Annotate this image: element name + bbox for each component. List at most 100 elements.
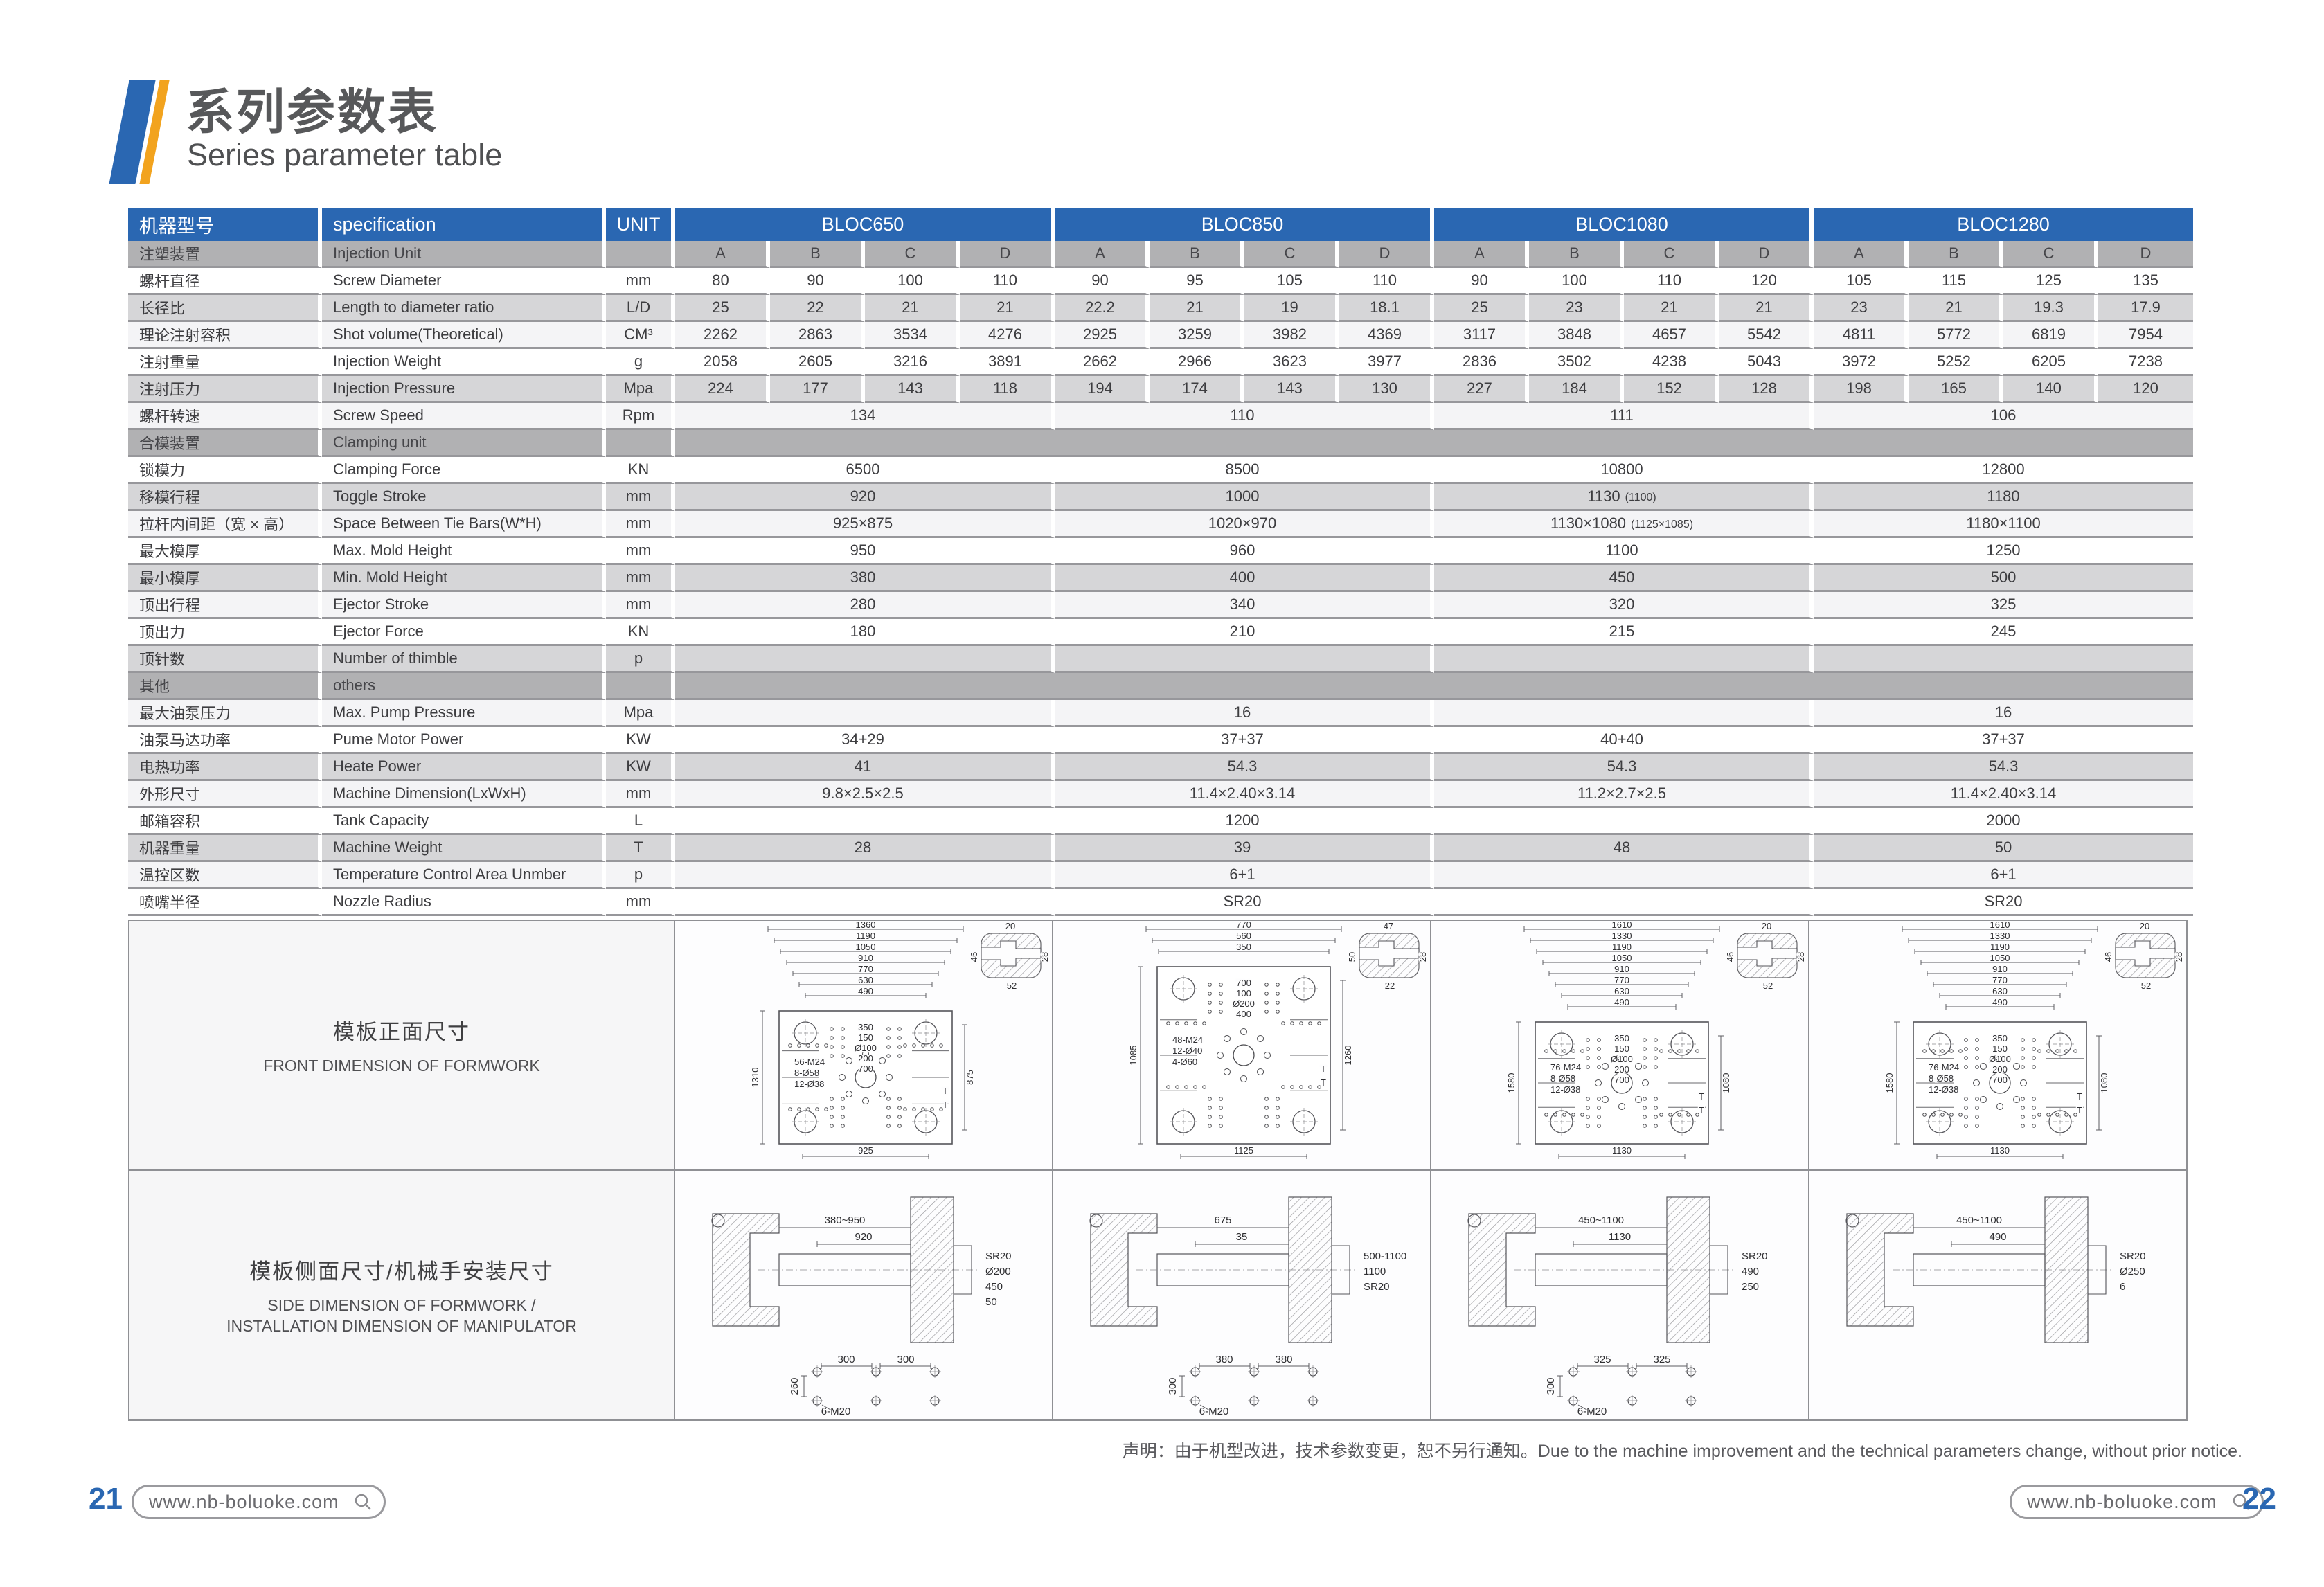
svg-text:1330: 1330 (1612, 931, 1632, 941)
value-cell: 4811 (1814, 322, 1909, 349)
row-unit: mm (606, 538, 675, 565)
svg-text:8-Ø58: 8-Ø58 (1550, 1073, 1575, 1084)
merged-value-cell: 400 (1055, 565, 1434, 592)
row-label-zh: 最大模厚 (128, 538, 322, 565)
row-label-zh: 理论注射容积 (128, 322, 322, 349)
svg-text:SR20: SR20 (2120, 1250, 2146, 1262)
svg-text:6-M20: 6-M20 (1199, 1406, 1229, 1417)
row-unit (606, 673, 675, 700)
svg-text:910: 910 (1992, 964, 2008, 974)
subcol-header: D (1719, 241, 1814, 268)
value-cell: 90 (770, 268, 865, 295)
svg-text:350: 350 (1236, 942, 1251, 952)
merged-value-cell: 134 (675, 403, 1055, 430)
merged-value-cell: 111 (1434, 403, 1814, 430)
merged-value-cell: 325 (1814, 592, 2193, 619)
svg-text:200: 200 (1992, 1064, 2008, 1075)
header-model-BLOC1080: BLOC1080 (1434, 208, 1814, 241)
value-cell: 3623 (1244, 349, 1339, 376)
svg-text:50: 50 (1347, 952, 1357, 962)
svg-text:325: 325 (1593, 1354, 1611, 1365)
page-number-right: 22 (2242, 1482, 2276, 1516)
merged-value-cell: 34+29 (675, 727, 1055, 754)
value-cell: 100 (1529, 268, 1624, 295)
value-cell: 135 (2098, 268, 2193, 295)
merged-value-cell (1434, 862, 1814, 889)
svg-text:920: 920 (855, 1231, 872, 1243)
value-cell: 4238 (1624, 349, 1719, 376)
search-icon (355, 1494, 371, 1510)
svg-text:200: 200 (858, 1053, 873, 1064)
row-label-zh: 顶出行程 (128, 592, 322, 619)
subcol-header: D (1339, 241, 1434, 268)
merged-value-cell: 11.4×2.40×3.14 (1055, 781, 1434, 808)
value-cell: 7954 (2098, 322, 2193, 349)
merged-value-cell: 106 (1814, 403, 2193, 430)
svg-text:350: 350 (1992, 1033, 2008, 1043)
svg-text:SR20: SR20 (985, 1250, 1012, 1262)
row-unit: mm (606, 781, 675, 808)
front-dimension-diagram-bloc1080: 1610 1330 1190 1050 910 770 630 490 1580 1080 1130… (1430, 919, 1809, 1171)
svg-text:T: T (1321, 1064, 1326, 1074)
svg-text:700: 700 (1614, 1075, 1629, 1085)
svg-text:12-Ø38: 12-Ø38 (1550, 1084, 1580, 1095)
website-pill-left[interactable]: www.nb-boluoke.com (132, 1485, 386, 1519)
merged-value-cell: 6500 (675, 457, 1055, 484)
subcol-header: A (1434, 241, 1529, 268)
table-row: 最大模厚 Max. Mold Height mm 950 960 1100 1250 (128, 538, 2193, 565)
svg-text:56-M24: 56-M24 (794, 1057, 825, 1067)
value-cell: 80 (675, 268, 770, 295)
svg-text:910: 910 (1614, 964, 1629, 974)
row-unit: mm (606, 889, 675, 916)
merged-value-cell (1055, 646, 1434, 673)
row-label-en: others (322, 673, 606, 700)
table-row: 移模行程 Toggle Stroke mm 920 1000 1130 (1100) 1180 (128, 484, 2193, 511)
row-label-en: Max. Mold Height (322, 538, 606, 565)
website-pill-right[interactable]: www.nb-boluoke.com (2010, 1485, 2264, 1519)
svg-text:200: 200 (1614, 1064, 1629, 1075)
value-cell: 6819 (2003, 322, 2098, 349)
merged-value-cell: 11.4×2.40×3.14 (1814, 781, 2193, 808)
merged-value-cell: 48 (1434, 835, 1814, 862)
merged-value-cell: 6+1 (1814, 862, 2193, 889)
section-span (675, 673, 2193, 700)
svg-text:490: 490 (1992, 997, 2008, 1007)
subcol-header: C (1624, 241, 1719, 268)
svg-text:6-M20: 6-M20 (1577, 1406, 1607, 1417)
value-cell: 21 (1624, 295, 1719, 322)
svg-text:770: 770 (1614, 975, 1629, 985)
svg-text:1125: 1125 (1234, 1145, 1253, 1156)
merged-value-cell: SR20 (1814, 889, 2193, 916)
row-label-zh: 顶针数 (128, 646, 322, 673)
svg-text:1580: 1580 (1884, 1073, 1895, 1093)
row-unit: mm (606, 565, 675, 592)
merged-value-cell (1434, 808, 1814, 835)
svg-text:1610: 1610 (1612, 921, 1632, 930)
svg-text:52: 52 (1007, 980, 1017, 991)
value-cell: 110 (1339, 268, 1434, 295)
side-dimension-label: 模板侧面尺寸/机械手安装尺寸 SIDE DIMENSION OF FORMWOR… (128, 1169, 675, 1421)
svg-text:Ø250: Ø250 (2120, 1266, 2145, 1277)
merged-value-cell (1434, 646, 1814, 673)
svg-text:350: 350 (858, 1022, 873, 1032)
merged-value-cell (675, 808, 1055, 835)
value-cell: 2662 (1055, 349, 1150, 376)
value-cell: 17.9 (2098, 295, 2193, 322)
svg-text:12-Ø38: 12-Ø38 (794, 1079, 824, 1089)
section-row: 合模装置 Clamping unit (128, 430, 2193, 457)
row-label-en: Injection Weight (322, 349, 606, 376)
table-row: 顶出行程 Ejector Stroke mm 280 340 320 325 (128, 592, 2193, 619)
value-cell: 2836 (1434, 349, 1529, 376)
svg-text:490: 490 (1614, 997, 1629, 1007)
row-unit: p (606, 646, 675, 673)
merged-value-cell: 1100 (1434, 538, 1814, 565)
row-unit: KW (606, 754, 675, 781)
svg-text:Ø100: Ø100 (1611, 1054, 1633, 1064)
subcol-header: B (1529, 241, 1624, 268)
disclaimer-text: 声明：由于机型改进，技术参数变更，恕不另行通知。Due to the machi… (1122, 1442, 2242, 1461)
svg-text:1190: 1190 (1612, 942, 1632, 952)
svg-text:1360: 1360 (856, 921, 876, 930)
merged-value-cell: SR20 (1055, 889, 1434, 916)
value-cell: 6205 (2003, 349, 2098, 376)
row-unit: KW (606, 727, 675, 754)
